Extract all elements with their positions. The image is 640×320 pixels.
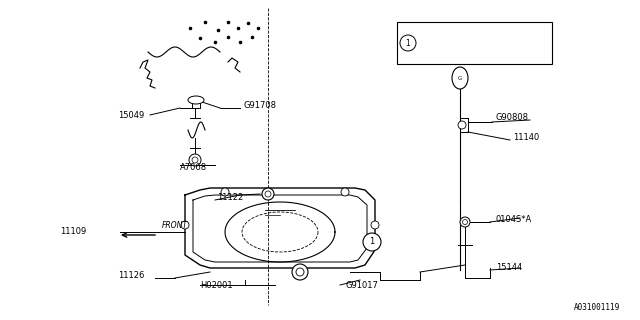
Circle shape bbox=[463, 220, 467, 225]
Point bbox=[235, 39, 245, 44]
Text: H02001: H02001 bbox=[200, 282, 232, 291]
Text: FRONT: FRONT bbox=[162, 221, 188, 230]
Point bbox=[195, 36, 205, 41]
Text: 11109: 11109 bbox=[60, 228, 86, 236]
Circle shape bbox=[296, 268, 304, 276]
Text: G91017: G91017 bbox=[345, 282, 378, 291]
Text: 1: 1 bbox=[369, 237, 374, 246]
Point bbox=[185, 25, 195, 30]
Text: G90808: G90808 bbox=[495, 114, 528, 123]
Circle shape bbox=[181, 221, 189, 229]
Point bbox=[223, 20, 233, 25]
Text: G91708: G91708 bbox=[243, 101, 276, 110]
Circle shape bbox=[262, 188, 274, 200]
Circle shape bbox=[363, 233, 381, 251]
Point bbox=[223, 35, 233, 40]
Circle shape bbox=[341, 188, 349, 196]
Point bbox=[243, 20, 253, 26]
Point bbox=[233, 25, 243, 30]
Circle shape bbox=[460, 217, 470, 227]
Text: A50635（-1007）: A50635（-1007） bbox=[423, 29, 484, 38]
Circle shape bbox=[371, 221, 379, 229]
Bar bbox=[397, 22, 552, 64]
Point bbox=[213, 28, 223, 33]
Point bbox=[253, 25, 263, 30]
Ellipse shape bbox=[452, 67, 468, 89]
Text: G: G bbox=[458, 76, 462, 81]
Ellipse shape bbox=[188, 96, 204, 104]
Text: 11140: 11140 bbox=[513, 132, 540, 141]
Circle shape bbox=[292, 264, 308, 280]
Text: 11126: 11126 bbox=[118, 270, 145, 279]
Circle shape bbox=[400, 35, 416, 51]
Text: 1: 1 bbox=[406, 38, 410, 47]
Text: 15144: 15144 bbox=[496, 263, 522, 273]
Circle shape bbox=[192, 157, 198, 163]
Text: A031001119: A031001119 bbox=[573, 303, 620, 312]
Point bbox=[210, 39, 220, 44]
Text: 15049: 15049 bbox=[118, 111, 144, 121]
Circle shape bbox=[265, 191, 271, 197]
Circle shape bbox=[221, 188, 229, 196]
Text: 11122: 11122 bbox=[217, 193, 243, 202]
Text: A50685（1007-）: A50685（1007-） bbox=[423, 48, 484, 57]
Point bbox=[247, 35, 257, 40]
Circle shape bbox=[458, 121, 466, 129]
Text: 0104S*A: 0104S*A bbox=[495, 215, 531, 225]
Point bbox=[200, 20, 210, 25]
Circle shape bbox=[189, 154, 201, 166]
Text: A7068: A7068 bbox=[180, 164, 207, 172]
